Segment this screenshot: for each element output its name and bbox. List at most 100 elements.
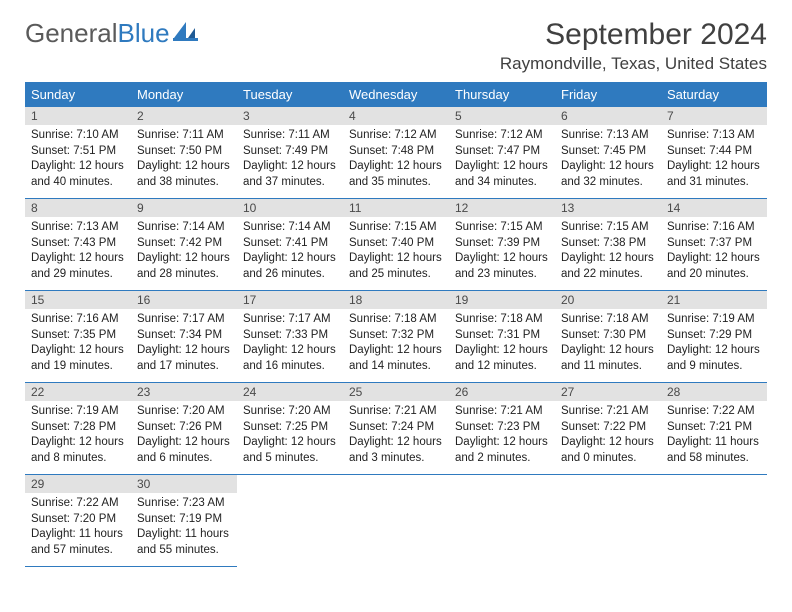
daylight-line-1: Daylight: 12 hours (31, 435, 125, 451)
sunrise-line: Sunrise: 7:19 AM (31, 404, 125, 420)
daylight-line-2: and 2 minutes. (455, 451, 549, 467)
day-number: 14 (661, 199, 767, 217)
day-body: Sunrise: 7:21 AMSunset: 7:23 PMDaylight:… (449, 401, 555, 474)
calendar-cell: 24Sunrise: 7:20 AMSunset: 7:25 PMDayligh… (237, 383, 343, 475)
sunset-line: Sunset: 7:33 PM (243, 328, 337, 344)
day-body: Sunrise: 7:10 AMSunset: 7:51 PMDaylight:… (25, 125, 131, 198)
daylight-line-2: and 37 minutes. (243, 175, 337, 191)
daylight-line-2: and 17 minutes. (137, 359, 231, 375)
day-number: 8 (25, 199, 131, 217)
daylight-line-2: and 31 minutes. (667, 175, 761, 191)
calendar-cell: 9Sunrise: 7:14 AMSunset: 7:42 PMDaylight… (131, 199, 237, 291)
day-body: Sunrise: 7:19 AMSunset: 7:29 PMDaylight:… (661, 309, 767, 382)
daylight-line-1: Daylight: 11 hours (667, 435, 761, 451)
daylight-line-1: Daylight: 12 hours (31, 343, 125, 359)
calendar-cell: 19Sunrise: 7:18 AMSunset: 7:31 PMDayligh… (449, 291, 555, 383)
day-number: 19 (449, 291, 555, 309)
daylight-line-2: and 25 minutes. (349, 267, 443, 283)
logo: GeneralBlue (25, 18, 199, 49)
daylight-line-1: Daylight: 12 hours (455, 251, 549, 267)
day-body: Sunrise: 7:21 AMSunset: 7:24 PMDaylight:… (343, 401, 449, 474)
daylight-line-2: and 23 minutes. (455, 267, 549, 283)
sunset-line: Sunset: 7:29 PM (667, 328, 761, 344)
day-number: 27 (555, 383, 661, 401)
day-body: Sunrise: 7:19 AMSunset: 7:28 PMDaylight:… (25, 401, 131, 474)
daylight-line-2: and 20 minutes. (667, 267, 761, 283)
day-body: Sunrise: 7:17 AMSunset: 7:33 PMDaylight:… (237, 309, 343, 382)
sunrise-line: Sunrise: 7:15 AM (349, 220, 443, 236)
daylight-line-1: Daylight: 11 hours (137, 527, 231, 543)
sunrise-line: Sunrise: 7:21 AM (561, 404, 655, 420)
sunrise-line: Sunrise: 7:15 AM (561, 220, 655, 236)
sunset-line: Sunset: 7:23 PM (455, 420, 549, 436)
logo-text-2: Blue (118, 18, 170, 48)
daylight-line-1: Daylight: 12 hours (137, 435, 231, 451)
weekday-header: Monday (131, 82, 237, 107)
sunset-line: Sunset: 7:38 PM (561, 236, 655, 252)
calendar-cell: 28Sunrise: 7:22 AMSunset: 7:21 PMDayligh… (661, 383, 767, 475)
sunset-line: Sunset: 7:45 PM (561, 144, 655, 160)
sunrise-line: Sunrise: 7:20 AM (137, 404, 231, 420)
day-body: Sunrise: 7:23 AMSunset: 7:19 PMDaylight:… (131, 493, 237, 566)
sunset-line: Sunset: 7:44 PM (667, 144, 761, 160)
daylight-line-2: and 38 minutes. (137, 175, 231, 191)
sunset-line: Sunset: 7:37 PM (667, 236, 761, 252)
daylight-line-1: Daylight: 12 hours (349, 159, 443, 175)
logo-sail-icon (173, 20, 199, 47)
sunset-line: Sunset: 7:19 PM (137, 512, 231, 528)
daylight-line-1: Daylight: 12 hours (561, 251, 655, 267)
day-number: 1 (25, 107, 131, 125)
daylight-line-1: Daylight: 12 hours (31, 251, 125, 267)
day-body: Sunrise: 7:20 AMSunset: 7:26 PMDaylight:… (131, 401, 237, 474)
logo-text-1: General (25, 18, 118, 48)
day-body: Sunrise: 7:15 AMSunset: 7:40 PMDaylight:… (343, 217, 449, 290)
day-number: 4 (343, 107, 449, 125)
calendar-row: 1Sunrise: 7:10 AMSunset: 7:51 PMDaylight… (25, 107, 767, 199)
calendar-cell: 12Sunrise: 7:15 AMSunset: 7:39 PMDayligh… (449, 199, 555, 291)
day-body: Sunrise: 7:14 AMSunset: 7:41 PMDaylight:… (237, 217, 343, 290)
sunrise-line: Sunrise: 7:11 AM (137, 128, 231, 144)
daylight-line-1: Daylight: 12 hours (667, 251, 761, 267)
day-number: 6 (555, 107, 661, 125)
daylight-line-1: Daylight: 12 hours (455, 435, 549, 451)
day-body: Sunrise: 7:20 AMSunset: 7:25 PMDaylight:… (237, 401, 343, 474)
calendar-cell (449, 475, 555, 567)
daylight-line-2: and 11 minutes. (561, 359, 655, 375)
daylight-line-2: and 0 minutes. (561, 451, 655, 467)
sunset-line: Sunset: 7:34 PM (137, 328, 231, 344)
day-number: 25 (343, 383, 449, 401)
calendar-cell: 20Sunrise: 7:18 AMSunset: 7:30 PMDayligh… (555, 291, 661, 383)
sunrise-line: Sunrise: 7:15 AM (455, 220, 549, 236)
calendar-cell: 3Sunrise: 7:11 AMSunset: 7:49 PMDaylight… (237, 107, 343, 199)
day-number: 9 (131, 199, 237, 217)
day-body: Sunrise: 7:14 AMSunset: 7:42 PMDaylight:… (131, 217, 237, 290)
calendar-cell: 29Sunrise: 7:22 AMSunset: 7:20 PMDayligh… (25, 475, 131, 567)
day-number: 22 (25, 383, 131, 401)
sunset-line: Sunset: 7:32 PM (349, 328, 443, 344)
sunrise-line: Sunrise: 7:23 AM (137, 496, 231, 512)
day-body: Sunrise: 7:13 AMSunset: 7:44 PMDaylight:… (661, 125, 767, 198)
day-number: 16 (131, 291, 237, 309)
daylight-line-2: and 8 minutes. (31, 451, 125, 467)
sunset-line: Sunset: 7:41 PM (243, 236, 337, 252)
sunrise-line: Sunrise: 7:11 AM (243, 128, 337, 144)
sunset-line: Sunset: 7:47 PM (455, 144, 549, 160)
daylight-line-2: and 6 minutes. (137, 451, 231, 467)
day-body: Sunrise: 7:16 AMSunset: 7:37 PMDaylight:… (661, 217, 767, 290)
calendar-cell: 14Sunrise: 7:16 AMSunset: 7:37 PMDayligh… (661, 199, 767, 291)
day-number: 5 (449, 107, 555, 125)
day-number: 2 (131, 107, 237, 125)
calendar-cell: 4Sunrise: 7:12 AMSunset: 7:48 PMDaylight… (343, 107, 449, 199)
sunset-line: Sunset: 7:28 PM (31, 420, 125, 436)
calendar-cell (237, 475, 343, 567)
sunset-line: Sunset: 7:39 PM (455, 236, 549, 252)
weekday-header: Friday (555, 82, 661, 107)
sunset-line: Sunset: 7:31 PM (455, 328, 549, 344)
day-number: 11 (343, 199, 449, 217)
weekday-header: Sunday (25, 82, 131, 107)
calendar-cell: 13Sunrise: 7:15 AMSunset: 7:38 PMDayligh… (555, 199, 661, 291)
sunset-line: Sunset: 7:50 PM (137, 144, 231, 160)
calendar-row: 29Sunrise: 7:22 AMSunset: 7:20 PMDayligh… (25, 475, 767, 567)
day-body: Sunrise: 7:12 AMSunset: 7:47 PMDaylight:… (449, 125, 555, 198)
day-body: Sunrise: 7:18 AMSunset: 7:30 PMDaylight:… (555, 309, 661, 382)
